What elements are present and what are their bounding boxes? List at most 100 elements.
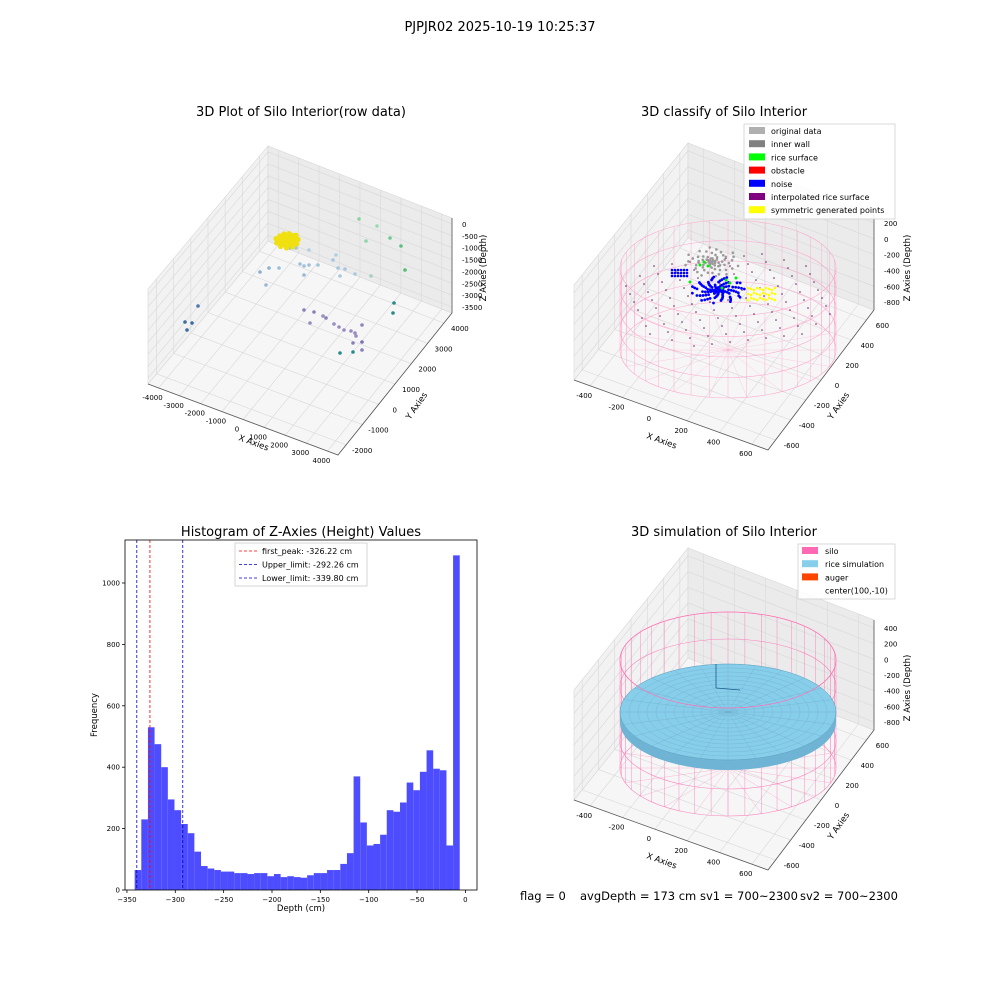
- symmetric-point: [755, 298, 759, 302]
- rice-mesh-spoke: [623, 711, 729, 725]
- symmetric-point: [773, 292, 777, 296]
- inner-wall-point: [706, 271, 710, 274]
- panel-classify-title: 3D classify of Silo Interior: [641, 105, 808, 120]
- hist-bar: [287, 876, 294, 890]
- raw-data-point: [185, 328, 189, 332]
- y-tick-label: -200: [814, 402, 830, 410]
- symmetric-point: [773, 286, 777, 290]
- inner-wall-point: [713, 264, 717, 267]
- raw-data-point: [302, 264, 306, 268]
- z-grid-line: [573, 618, 875, 761]
- inner-wall-point: [715, 258, 719, 261]
- hist-bar: [293, 877, 301, 890]
- raw-data-point: [403, 268, 407, 272]
- hist-bar: [360, 822, 367, 890]
- symmetric-point: [755, 286, 759, 290]
- y-tick-label: -400: [799, 422, 815, 430]
- legend-label: auger: [825, 573, 849, 582]
- hist-bar: [327, 870, 334, 890]
- noise-point: [690, 291, 694, 295]
- hist-bar: [386, 810, 394, 890]
- symmetric-point: [755, 292, 759, 296]
- inner-wall-point: [730, 259, 734, 262]
- silo-spoke: [645, 318, 729, 351]
- silo-spoke: [709, 349, 729, 398]
- hist-bar: [400, 802, 407, 890]
- noise-point: [703, 298, 707, 302]
- y-tick-label: -600: [784, 442, 800, 450]
- rice-mesh-spoke: [727, 711, 757, 759]
- inner-wall-point: [701, 266, 705, 269]
- legend-label: rice surface: [771, 153, 818, 162]
- silo-spoke: [727, 318, 811, 351]
- interpolated-point: [661, 281, 663, 283]
- noise-point: [695, 287, 699, 291]
- panel-sim-legend: silo rice simulation auger center(100,-10): [797, 543, 896, 600]
- silo-spoke: [626, 333, 729, 351]
- inner-wall-point: [696, 270, 699, 274]
- raw-data-point: [190, 321, 194, 325]
- inner-wall-point: [713, 259, 717, 263]
- legend-label: original data: [771, 127, 822, 136]
- raw-data-point: [324, 316, 328, 320]
- raw-cluster-point: [289, 241, 295, 247]
- y-tick-label: 0: [835, 382, 839, 390]
- raw-cluster-point: [284, 233, 290, 240]
- raw-data-point: [353, 272, 357, 276]
- y-tick-label: 0: [835, 802, 839, 810]
- inner-wall-point: [702, 263, 705, 267]
- interpolated-point: [699, 319, 701, 321]
- symmetric-point: [761, 297, 765, 301]
- z-grid-line: [573, 571, 875, 714]
- symmetric-point: [770, 288, 774, 292]
- z-tick-label: -600: [884, 283, 900, 291]
- silo-spoke: [727, 767, 762, 814]
- y-tick-label: -1000: [368, 427, 388, 435]
- rice-mesh-spoke: [727, 677, 805, 713]
- hist-bar: [234, 873, 241, 890]
- inner-wall-point: [705, 250, 708, 253]
- hist-bar: [446, 845, 454, 890]
- noise-point: [685, 268, 689, 272]
- interpolated-point: [811, 315, 813, 317]
- x-tick-label: -200: [609, 404, 625, 412]
- noise-point: [723, 290, 727, 293]
- interpolated-point: [651, 299, 653, 301]
- panel-raw-title: 3D Plot of Silo Interior(row data): [196, 105, 406, 120]
- legend-swatch: [749, 206, 765, 214]
- inner-wall-point: [715, 255, 719, 259]
- noise-point: [729, 288, 733, 292]
- interpolated-point: [641, 317, 643, 319]
- hist-bar: [340, 863, 347, 890]
- noise-point: [698, 294, 702, 297]
- x-tick-label: -1000: [206, 418, 226, 426]
- symmetric-point: [770, 297, 774, 301]
- z-tick-label: 200: [884, 220, 897, 228]
- noise-point: [695, 294, 699, 297]
- interpolated-point: [683, 287, 685, 289]
- rice-surface-point: [724, 278, 728, 282]
- interpolated-point: [727, 299, 729, 301]
- y-grid-line: [647, 288, 837, 361]
- hist-ytick-label: 200: [107, 825, 120, 833]
- y-tick-label: 400: [861, 762, 874, 770]
- raw-data-point: [267, 266, 271, 270]
- silo-spoke: [709, 302, 729, 351]
- hist-bar: [280, 877, 288, 890]
- symmetric-point: [746, 286, 750, 290]
- interpolated-point: [813, 281, 815, 283]
- z-tick-label: 0: [462, 221, 466, 229]
- z-tick-label: 0: [884, 656, 888, 664]
- hist-xtick-label: −350: [117, 896, 136, 904]
- interpolated-point: [803, 299, 805, 301]
- inner-wall-point: [702, 268, 706, 272]
- legend-swatch: [749, 140, 765, 148]
- x-tick-label: 0: [235, 426, 239, 434]
- interpolated-point: [681, 321, 683, 323]
- inner-wall-point: [694, 263, 698, 267]
- interpolated-point: [765, 261, 767, 263]
- hist-xtick-label: −250: [214, 896, 233, 904]
- raw-data-point: [332, 322, 336, 326]
- interpolated-point: [693, 269, 695, 271]
- rice-surface-point: [720, 286, 724, 290]
